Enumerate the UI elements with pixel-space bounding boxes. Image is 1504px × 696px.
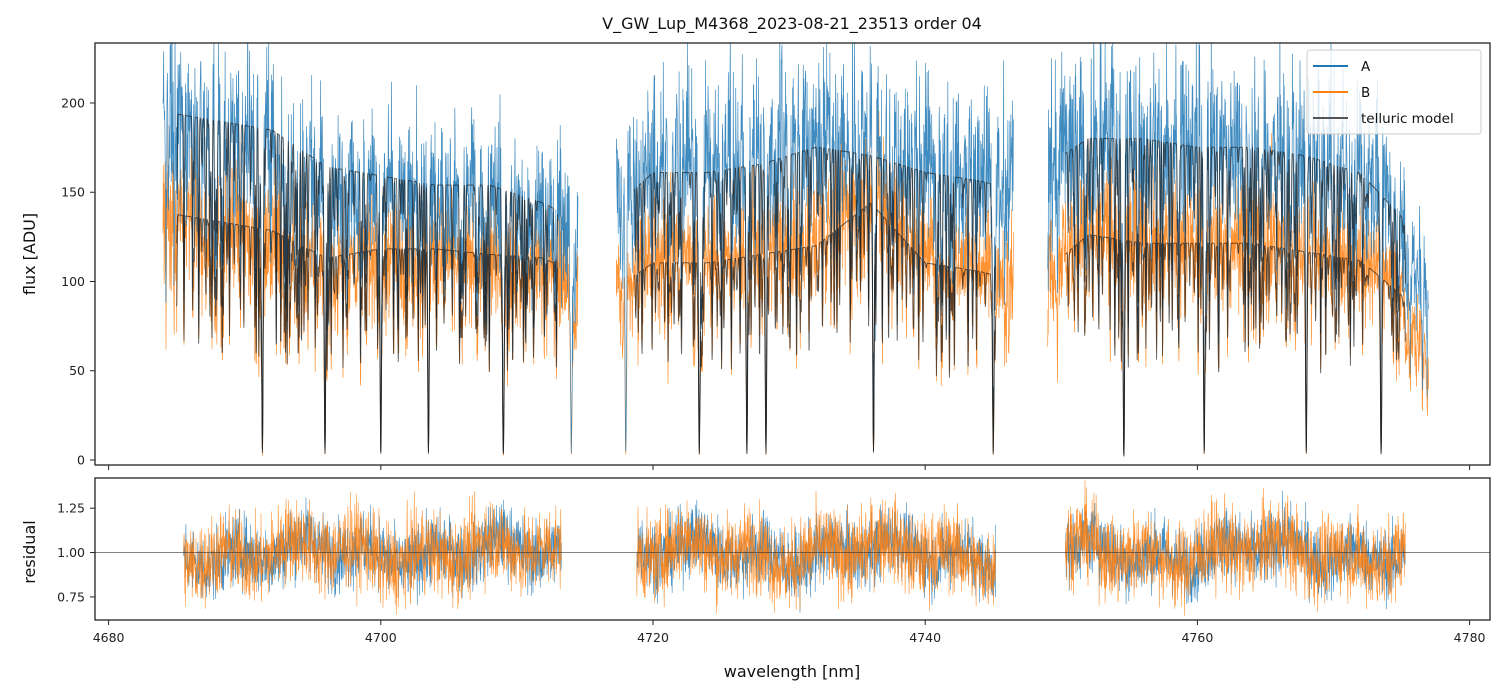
legend: A B telluric model xyxy=(1306,49,1482,135)
flux-ylabel: flux [ADU] xyxy=(20,213,39,295)
flux-plot-area xyxy=(162,43,1429,457)
residual-b-segment-2 xyxy=(1065,480,1406,616)
residual-b-segment-0 xyxy=(183,491,562,615)
residual-plot-area xyxy=(95,480,1490,616)
telluric-model-a-segment-0 xyxy=(176,113,558,453)
xtick-label: 4760 xyxy=(1181,630,1213,645)
telluric-model-b-segment-0 xyxy=(176,214,558,455)
telluric-model-b-segment-2 xyxy=(1065,234,1406,457)
telluric-model-a-segment-1 xyxy=(633,146,997,452)
flux-ytick-label: 200 xyxy=(61,95,85,110)
chart-title: V_GW_Lup_M4368_2023-08-21_23513 order 04 xyxy=(602,14,982,34)
residual-axes-frame xyxy=(94,477,1491,621)
x-axis-label: wavelength [nm] xyxy=(724,662,861,681)
telluric-model-b-segment-1 xyxy=(633,202,997,455)
legend-label-a: A xyxy=(1361,59,1371,75)
xtick-label: 4740 xyxy=(909,630,941,645)
flux-axes-frame xyxy=(94,42,1491,466)
flux-ytick-label: 100 xyxy=(61,274,85,289)
residual-ytick-label: 1.00 xyxy=(57,545,85,560)
xtick-label: 4780 xyxy=(1454,630,1486,645)
legend-label-b: B xyxy=(1361,85,1370,101)
flux-ytick-label: 150 xyxy=(61,185,85,200)
residual-ytick-label: 0.75 xyxy=(57,589,85,604)
telluric-model-a-segment-2 xyxy=(1065,137,1406,455)
residual-ytick-label: 1.25 xyxy=(57,501,85,516)
xtick-label: 4720 xyxy=(637,630,669,645)
xtick-label: 4700 xyxy=(365,630,397,645)
series-a-segment-1 xyxy=(615,43,1014,452)
residual-ylabel: residual xyxy=(20,520,39,583)
xtick-label: 4680 xyxy=(93,630,125,645)
residual-b-segment-1 xyxy=(636,490,996,614)
flux-ytick-label: 0 xyxy=(77,453,85,468)
flux-ytick-label: 50 xyxy=(69,363,85,378)
legend-label-telluric: telluric model xyxy=(1361,111,1454,127)
